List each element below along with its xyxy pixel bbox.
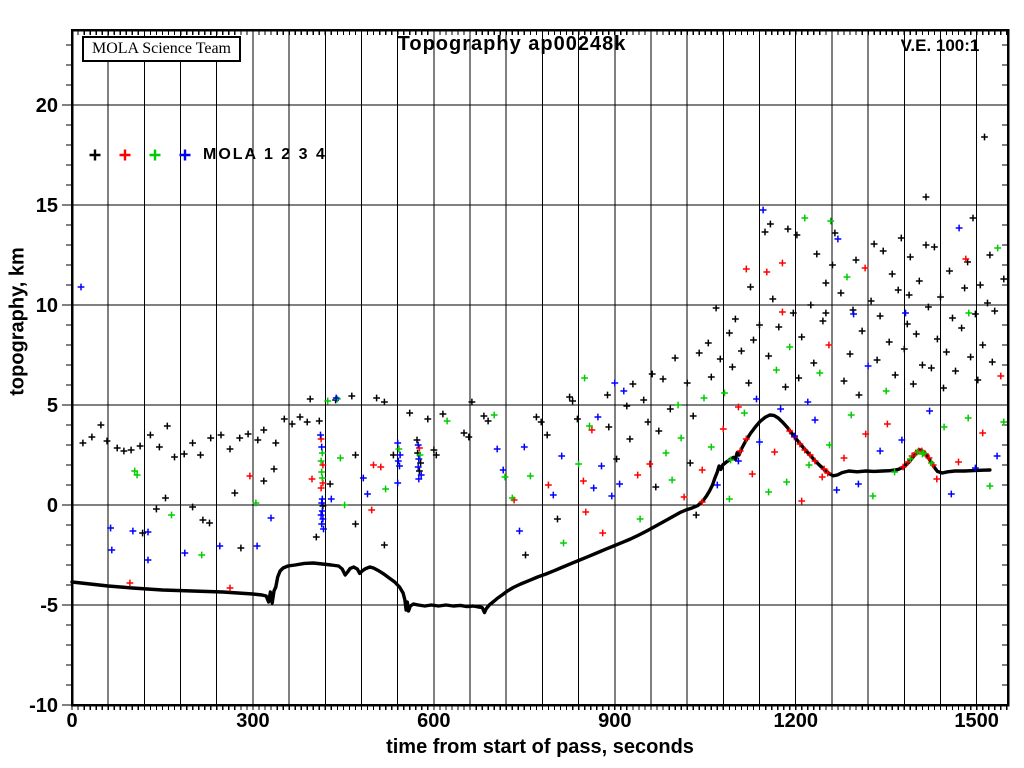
- legend-marker-mola-2: [119, 149, 131, 161]
- plot-frame: [70, 28, 1010, 707]
- x-tick-label: 1200: [773, 710, 818, 732]
- legend-label: MOLA 1 2 3 4: [203, 146, 327, 163]
- legend-marker-mola-1: [89, 149, 101, 161]
- y-axis-title: topography, km: [6, 247, 29, 396]
- axis-ticks: [62, 30, 1008, 710]
- x-tick-label: 0: [66, 710, 77, 732]
- y-tick-label: -10: [29, 695, 58, 717]
- y-tick-label: 10: [36, 295, 58, 317]
- legend-marker-mola-4: [179, 149, 191, 161]
- y-tick-label: 5: [47, 395, 58, 417]
- y-tick-label: 20: [36, 95, 58, 117]
- scatter-points-mola-3: [131, 214, 1008, 559]
- vertical-exaggeration-label: V.E. 100:1: [900, 36, 980, 55]
- x-axis-title: time from start of pass, seconds: [386, 736, 694, 758]
- gridlines: [72, 30, 1008, 705]
- team-credit-text: MOLA Science Team: [92, 40, 231, 57]
- x-tick-label: 900: [598, 710, 631, 732]
- x-tick-label: 1500: [954, 710, 999, 732]
- scatter-points-mola-1: [79, 133, 1008, 559]
- team-credit-box: MOLA Science Team: [82, 36, 241, 62]
- legend-marker-mola-3: [149, 149, 161, 161]
- chart-title: Topography ap00248k: [397, 33, 627, 55]
- scatter-points-mola-4: [77, 206, 1001, 564]
- y-tick-label: -5: [40, 595, 58, 617]
- topography-profile-line: [70, 413, 992, 615]
- x-tick-label: 300: [236, 710, 269, 732]
- scatter-points-mola-2: [126, 255, 1005, 592]
- x-tick-label: 600: [417, 710, 450, 732]
- y-tick-label: 15: [36, 195, 58, 217]
- y-tick-label: 0: [47, 495, 58, 517]
